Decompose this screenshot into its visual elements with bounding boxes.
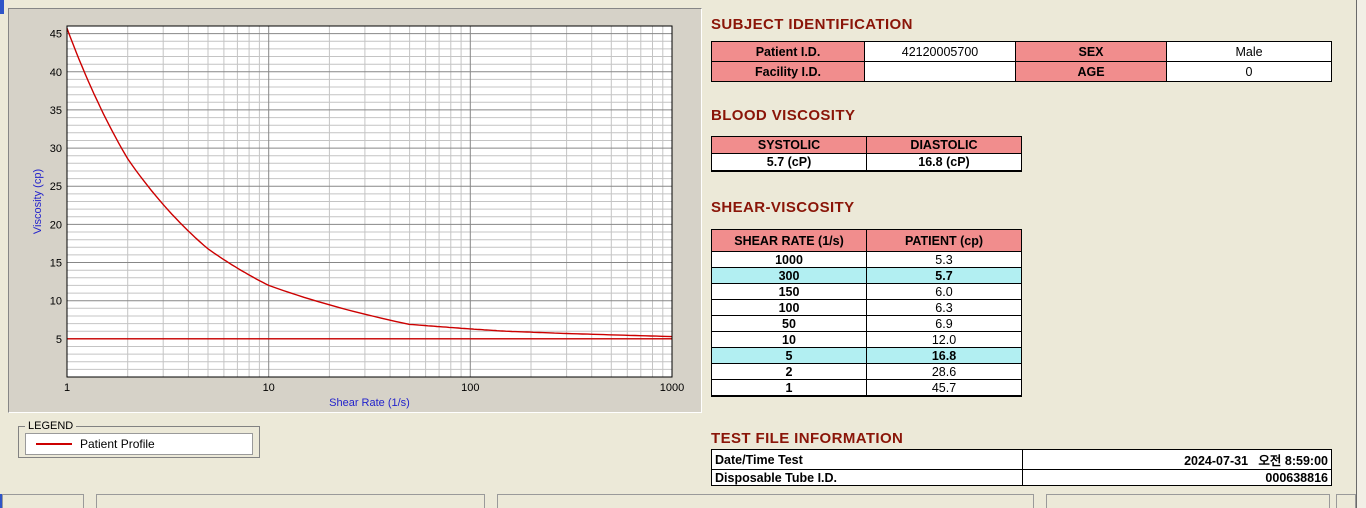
sex-value: Male bbox=[1166, 41, 1332, 62]
svg-text:15: 15 bbox=[50, 258, 62, 270]
table-row: Disposable Tube I.D. 000638816 bbox=[711, 469, 1332, 486]
bottom-window-fragment bbox=[2, 494, 84, 508]
table-row: 10 12.0 bbox=[711, 331, 1022, 348]
patient-viscosity-cell: 45.7 bbox=[866, 379, 1022, 397]
patient-id-value: 42120005700 bbox=[864, 41, 1016, 62]
bottom-window-fragment bbox=[1336, 494, 1356, 508]
test-file-information-heading: TEST FILE INFORMATION bbox=[711, 430, 904, 447]
bottom-window-fragment bbox=[96, 494, 485, 508]
table-row: Patient I.D. 42120005700 SEX Male bbox=[711, 41, 1332, 62]
shear-rate-cell: 150 bbox=[711, 283, 867, 300]
svg-text:30: 30 bbox=[50, 143, 62, 155]
systolic-header: SYSTOLIC bbox=[711, 136, 867, 154]
svg-text:35: 35 bbox=[50, 105, 62, 117]
table-row: 1 45.7 bbox=[711, 379, 1022, 397]
shear-rate-cell: 300 bbox=[711, 267, 867, 284]
table-row: Facility I.D. AGE 0 bbox=[711, 61, 1332, 82]
patient-column-header: PATIENT (cp) bbox=[866, 229, 1022, 252]
subject-identification-heading: SUBJECT IDENTIFICATION bbox=[711, 16, 913, 33]
patient-id-label: Patient I.D. bbox=[711, 41, 865, 62]
svg-text:10: 10 bbox=[50, 296, 62, 308]
disposable-tube-id-label: Disposable Tube I.D. bbox=[711, 469, 1023, 486]
table-row: 50 6.9 bbox=[711, 315, 1022, 332]
patient-viscosity-cell: 6.3 bbox=[866, 299, 1022, 316]
patient-viscosity-cell: 5.3 bbox=[866, 251, 1022, 268]
patient-viscosity-cell: 6.0 bbox=[866, 283, 1022, 300]
patient-viscosity-cell: 12.0 bbox=[866, 331, 1022, 348]
date-time-test-value: 2024-07-31 오전 8:59:00 bbox=[1022, 449, 1332, 470]
shear-rate-cell: 50 bbox=[711, 315, 867, 332]
legend-entry: Patient Profile bbox=[25, 433, 253, 455]
legend-series-label: Patient Profile bbox=[80, 437, 155, 451]
diastolic-value: 16.8 (cP) bbox=[866, 153, 1022, 172]
bottom-window-fragment bbox=[1046, 494, 1330, 508]
test-file-information-table: Date/Time Test 2024-07-31 오전 8:59:00 Dis… bbox=[711, 449, 1332, 486]
disposable-tube-id-value: 000638816 bbox=[1022, 469, 1332, 486]
subject-identification-table: Patient I.D. 42120005700 SEX Male Facili… bbox=[711, 41, 1332, 82]
svg-text:5: 5 bbox=[56, 334, 62, 346]
diastolic-header: DIASTOLIC bbox=[866, 136, 1022, 154]
patient-viscosity-cell: 28.6 bbox=[866, 363, 1022, 380]
shear-viscosity-heading: SHEAR-VISCOSITY bbox=[711, 199, 855, 216]
table-row: 5 16.8 bbox=[711, 347, 1022, 364]
table-row: 150 6.0 bbox=[711, 283, 1022, 300]
age-label: AGE bbox=[1015, 61, 1167, 82]
svg-text:40: 40 bbox=[50, 67, 62, 79]
facility-id-value bbox=[864, 61, 1016, 82]
shear-rate-cell: 1000 bbox=[711, 251, 867, 268]
shear-rate-cell: 10 bbox=[711, 331, 867, 348]
svg-text:45: 45 bbox=[50, 29, 62, 41]
chart-legend: LEGEND Patient Profile bbox=[18, 420, 260, 458]
table-row: 100 6.3 bbox=[711, 299, 1022, 316]
date-time-test-label: Date/Time Test bbox=[711, 449, 1023, 470]
sex-label: SEX bbox=[1015, 41, 1167, 62]
patient-viscosity-cell: 16.8 bbox=[866, 347, 1022, 364]
shear-rate-column-header: SHEAR RATE (1/s) bbox=[711, 229, 867, 252]
age-value: 0 bbox=[1166, 61, 1332, 82]
window-edge-fragment-top-left bbox=[0, 0, 4, 14]
svg-text:1000: 1000 bbox=[660, 382, 684, 394]
shear-viscosity-table: SHEAR RATE (1/s) PATIENT (cp) 1000 5.3 3… bbox=[711, 229, 1022, 397]
svg-text:1: 1 bbox=[64, 382, 70, 394]
svg-text:10: 10 bbox=[263, 382, 275, 394]
table-row: 5.7 (cP) 16.8 (cP) bbox=[711, 153, 1022, 172]
table-row: 1000 5.3 bbox=[711, 251, 1022, 268]
svg-text:100: 100 bbox=[461, 382, 479, 394]
table-row: SYSTOLIC DIASTOLIC bbox=[711, 136, 1022, 154]
svg-text:Viscosity (cp): Viscosity (cp) bbox=[32, 169, 44, 234]
svg-text:20: 20 bbox=[50, 219, 62, 231]
blood-viscosity-table: SYSTOLIC DIASTOLIC 5.7 (cP) 16.8 (cP) bbox=[711, 136, 1022, 172]
table-row: 300 5.7 bbox=[711, 267, 1022, 284]
window-right-strip bbox=[1357, 0, 1366, 508]
legend-title: LEGEND bbox=[28, 420, 74, 432]
shear-rate-cell: 100 bbox=[711, 299, 867, 316]
table-row: Date/Time Test 2024-07-31 오전 8:59:00 bbox=[711, 449, 1332, 470]
window-right-border bbox=[1356, 0, 1357, 508]
blood-viscosity-heading: BLOOD VISCOSITY bbox=[711, 107, 856, 124]
viscosity-chart-panel: 5 10 15 20 25 30 35 40 45 1 10 100 1000 Shear Rate (1… bbox=[8, 8, 702, 413]
shear-rate-cell: 5 bbox=[711, 347, 867, 364]
svg-text:Shear Rate (1/s): Shear Rate (1/s) bbox=[329, 397, 410, 409]
patient-viscosity-cell: 6.9 bbox=[866, 315, 1022, 332]
table-row: 2 28.6 bbox=[711, 363, 1022, 380]
shear-viscosity-chart: 5 10 15 20 25 30 35 40 45 1 10 100 1000 Shear Rate (1… bbox=[9, 9, 701, 417]
bottom-window-fragment bbox=[497, 494, 1034, 508]
facility-id-label: Facility I.D. bbox=[711, 61, 865, 82]
legend-line-sample bbox=[36, 443, 72, 445]
shear-rate-cell: 1 bbox=[711, 379, 867, 397]
patient-viscosity-cell: 5.7 bbox=[866, 267, 1022, 284]
shear-rate-cell: 2 bbox=[711, 363, 867, 380]
svg-text:25: 25 bbox=[50, 181, 62, 193]
systolic-value: 5.7 (cP) bbox=[711, 153, 867, 172]
table-header-row: SHEAR RATE (1/s) PATIENT (cp) bbox=[711, 229, 1022, 252]
